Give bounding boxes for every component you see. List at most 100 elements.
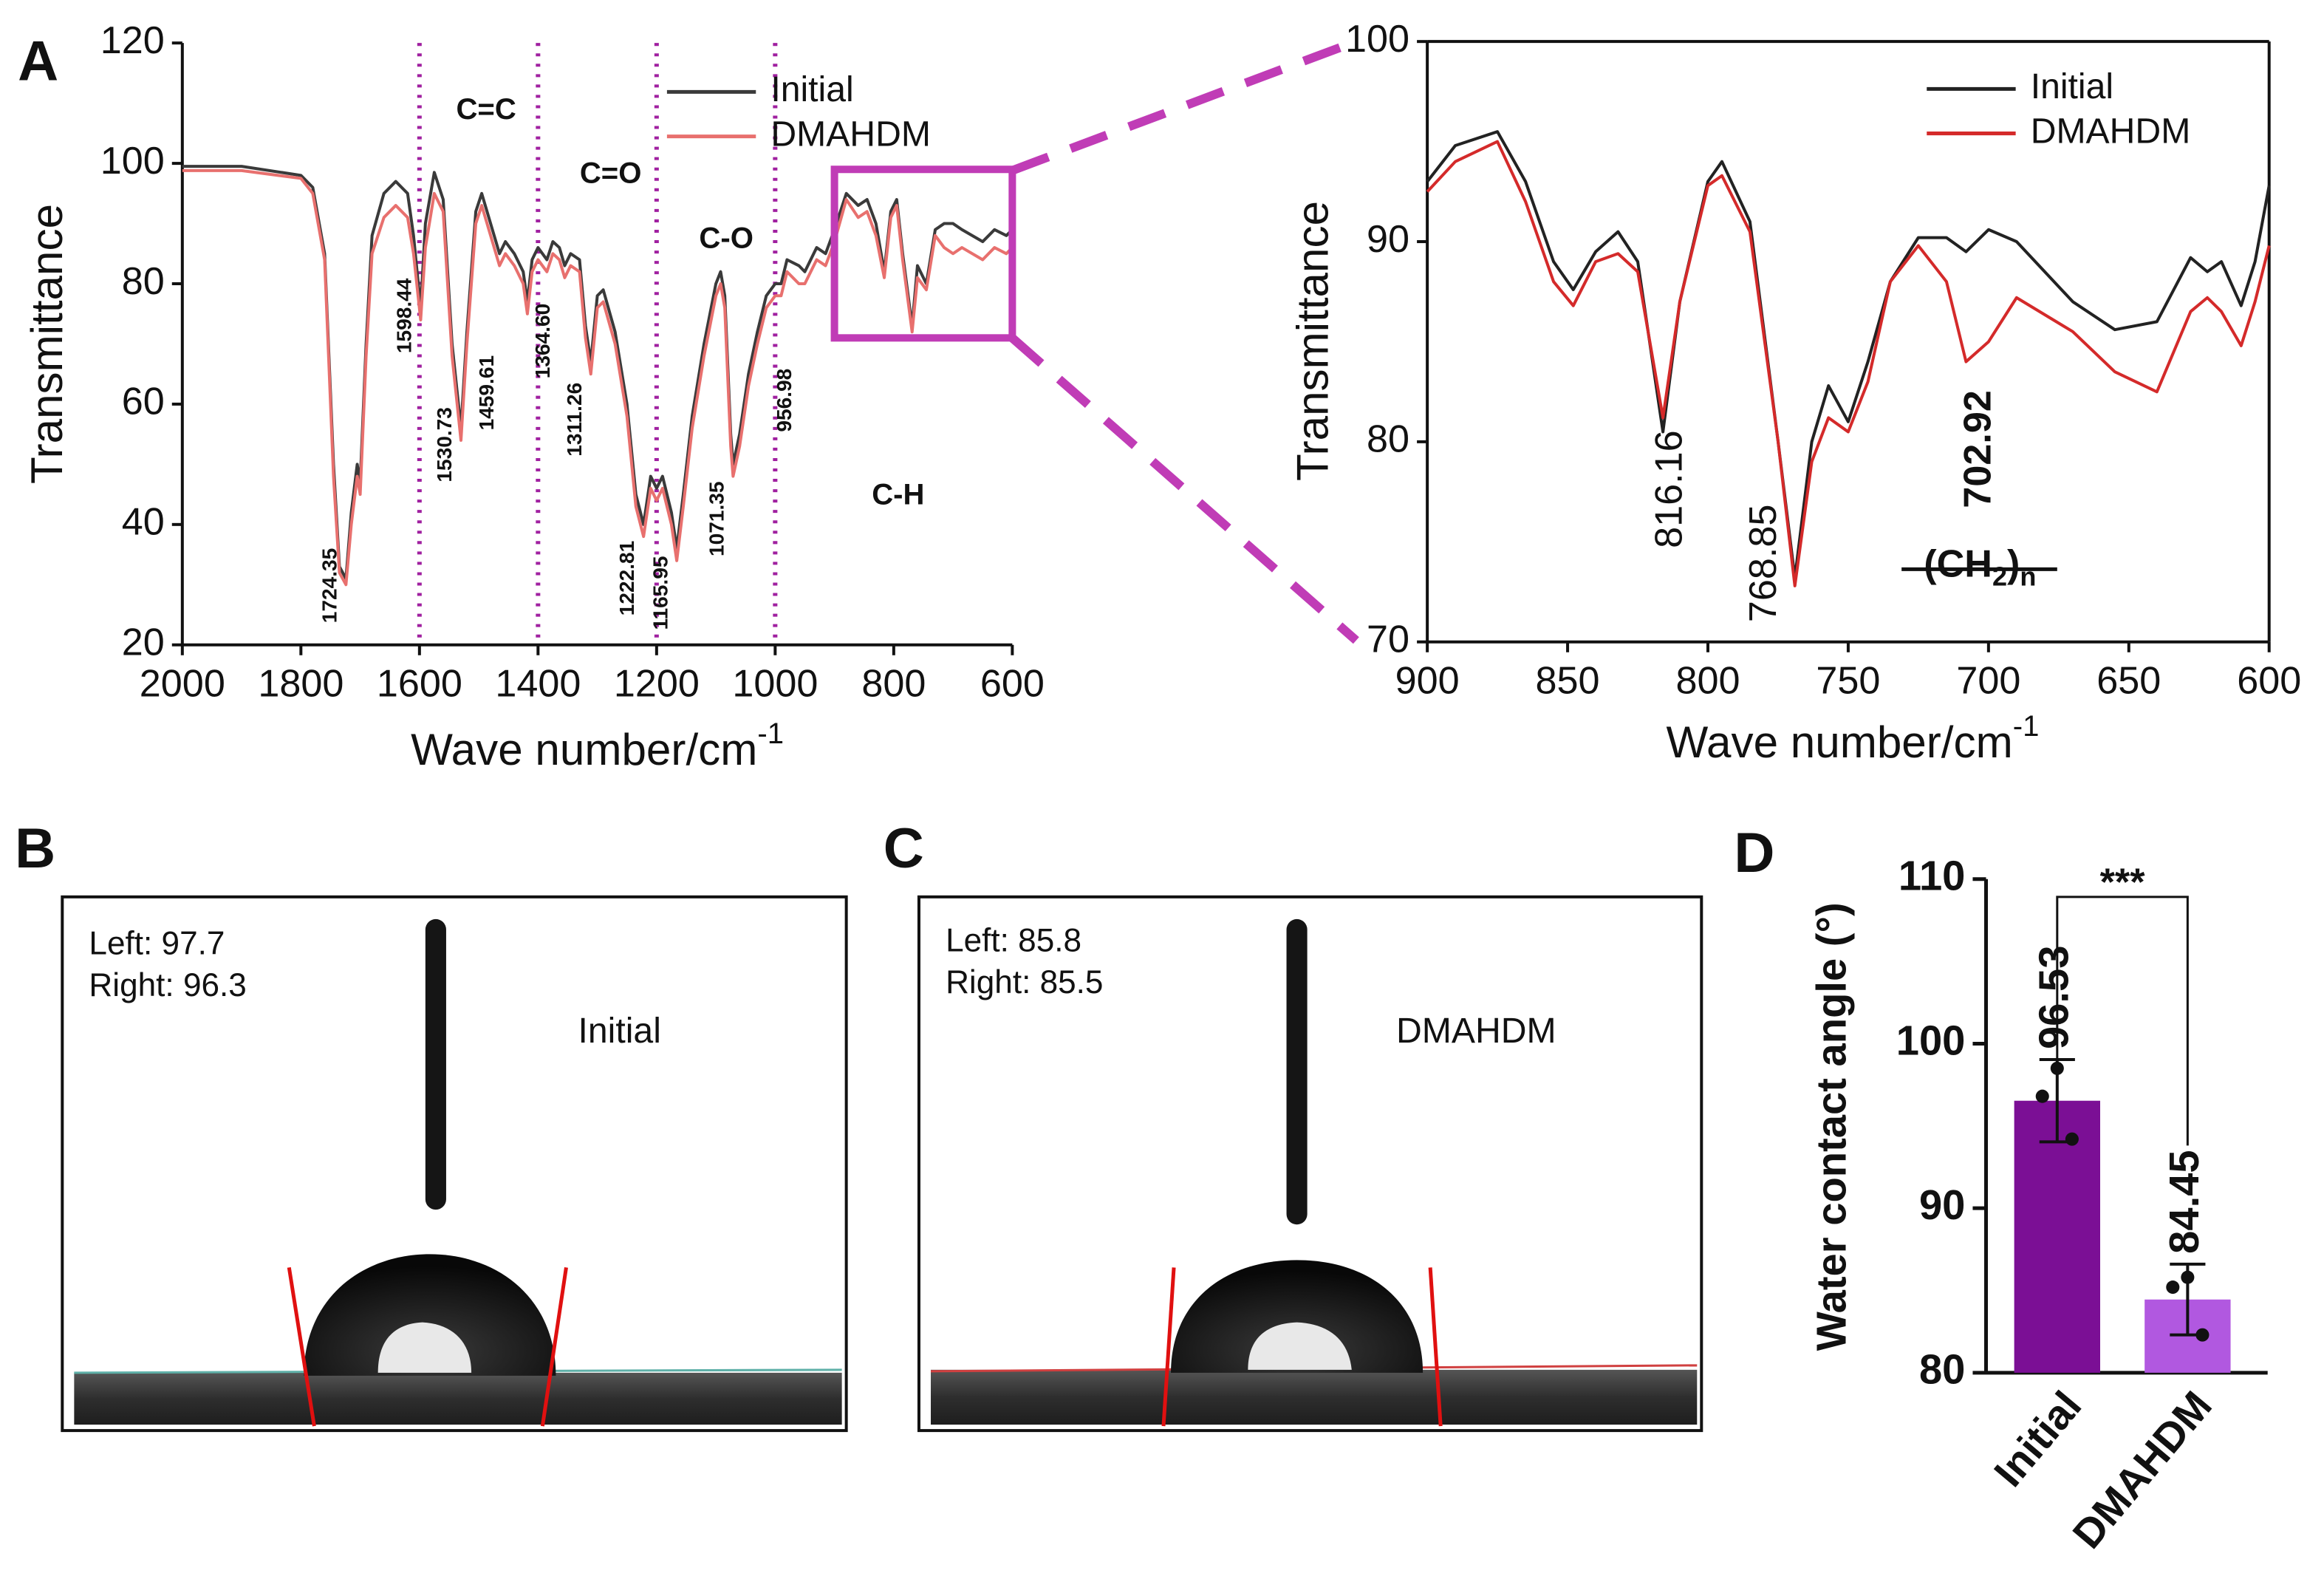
sample-label: DMAHDM — [1396, 1011, 1556, 1051]
y-tick-label: 20 — [122, 621, 165, 664]
x-tick-label: 700 — [1956, 660, 2020, 703]
peak-label: 1165.95 — [649, 556, 672, 630]
y-tick-label: 110 — [1898, 853, 1966, 899]
left-angle: Left: 85.8 — [946, 923, 1081, 959]
bar — [2014, 1100, 2100, 1373]
data-point — [2065, 1132, 2079, 1146]
y-tick-label: 80 — [1919, 1346, 1965, 1393]
peak-label: 1222.81 — [615, 541, 638, 616]
y-tick-label: 70 — [1367, 618, 1409, 661]
y-tick-label: 60 — [122, 381, 165, 423]
y-tick-label: 40 — [122, 501, 165, 544]
x-tick-label: 1600 — [377, 663, 462, 706]
y-tick-label: 80 — [122, 260, 165, 303]
x-axis-label-sup: -1 — [757, 717, 784, 750]
x-tick-label: 800 — [861, 663, 926, 706]
y-tick-label: 100 — [1345, 18, 1409, 61]
panel-letter: B — [15, 817, 55, 880]
region-label: C-O — [699, 222, 753, 255]
peak-label: 1364.60 — [531, 304, 554, 379]
region-label: C-H — [872, 478, 924, 511]
significance-label: *** — [2100, 862, 2146, 904]
region-label: C=O — [580, 156, 642, 189]
photo-dmahdm: Left: 85.8 Right: 85.5 DMAHDM — [917, 895, 1703, 1433]
series-line — [1426, 130, 2271, 580]
panel-letter: C — [884, 817, 924, 880]
peak-label: 816.16 — [1647, 430, 1690, 548]
y-axis-label: Transmittance — [1288, 201, 1338, 481]
peak-label: 1530.73 — [433, 407, 456, 482]
region-label: C=C — [456, 92, 516, 126]
x-tick-label: 650 — [2096, 660, 2161, 703]
x-axis-label: Wave number/cm-1 — [411, 717, 784, 774]
photo-initial: Left: 97.7 Right: 96.3 Initial — [61, 895, 848, 1433]
series-line — [182, 168, 1014, 587]
y-tick-label: 100 — [100, 140, 165, 183]
y-tick-label: 90 — [1367, 218, 1409, 261]
y-axis-label: Water contact angle (°) — [1808, 902, 1855, 1351]
x-tick-label: 750 — [1816, 660, 1880, 703]
x-tick-label: 850 — [1536, 660, 1600, 703]
x-tick-label: 1200 — [614, 663, 700, 706]
substrate — [74, 1372, 842, 1425]
value-label: 96.53 — [2031, 946, 2077, 1050]
sample-label: Initial — [578, 1011, 661, 1051]
peak-label: 1311.26 — [563, 383, 586, 457]
data-point — [2195, 1328, 2209, 1342]
series-line — [1426, 140, 2271, 587]
x-axis-label-text: Wave number/cm — [1666, 717, 2012, 767]
x-tick-label: Initial — [1985, 1382, 2091, 1496]
x-axis-label: Wave number/cm-1 — [1666, 709, 2039, 767]
droplet — [304, 1254, 556, 1376]
zoom-connector — [1011, 37, 1358, 175]
legend-label: DMAHDM — [2031, 111, 2191, 151]
x-tick-label: 1800 — [258, 663, 344, 706]
x-axis-label-text: Wave number/cm — [411, 725, 757, 774]
panel-letter: D — [1734, 822, 1774, 884]
y-tick-label: 90 — [1919, 1181, 1965, 1228]
tangent-line — [287, 1267, 316, 1427]
series-line — [182, 165, 1014, 581]
needle — [1286, 918, 1308, 1225]
panel-letter: A — [18, 30, 58, 92]
reflection — [377, 1322, 472, 1373]
droplet — [1171, 1260, 1424, 1373]
peak-label: 702.92 — [1957, 390, 2000, 508]
y-axis-label: Transmittance — [22, 204, 72, 484]
x-tick-label: 1400 — [495, 663, 581, 706]
data-point — [2181, 1270, 2195, 1284]
polymer-part: ) — [2007, 542, 2020, 585]
reflection — [1248, 1322, 1352, 1370]
polymer-part: (CH — [1924, 542, 1992, 585]
substrate — [931, 1369, 1698, 1425]
legend-label: DMAHDM — [770, 114, 931, 154]
peak-label: 1071.35 — [705, 481, 728, 556]
tangent-line — [540, 1267, 568, 1427]
peak-label: 956.98 — [773, 369, 796, 432]
tangent-line — [1161, 1267, 1176, 1427]
left-angle: Left: 97.7 — [89, 926, 225, 962]
value-label: 84.45 — [2161, 1150, 2207, 1254]
right-angle: Right: 85.5 — [946, 964, 1103, 1000]
peak-label: 768.85 — [1742, 505, 1785, 623]
polymer-sub: n — [2020, 561, 2036, 591]
legend-label: Initial — [2031, 66, 2113, 106]
zoom-box — [830, 166, 1016, 342]
x-tick-label: 600 — [2237, 660, 2301, 703]
x-tick-label: 900 — [1395, 660, 1460, 703]
peak-label: 1724.35 — [318, 548, 341, 623]
legend-label: Initial — [770, 69, 853, 109]
polymer-sub: 2 — [1992, 561, 2007, 591]
data-point — [2166, 1280, 2180, 1295]
peak-label: 1598.44 — [392, 278, 415, 353]
y-tick-label: 80 — [1367, 418, 1409, 461]
x-tick-label: 600 — [980, 663, 1045, 706]
y-tick-label: 100 — [1896, 1017, 1966, 1063]
x-axis-label-sup: -1 — [2013, 709, 2040, 743]
tangent-line — [1428, 1267, 1443, 1427]
needle — [425, 918, 446, 1210]
polymer-label: (CH2)n — [1924, 542, 2036, 591]
x-tick-label: 800 — [1675, 660, 1740, 703]
